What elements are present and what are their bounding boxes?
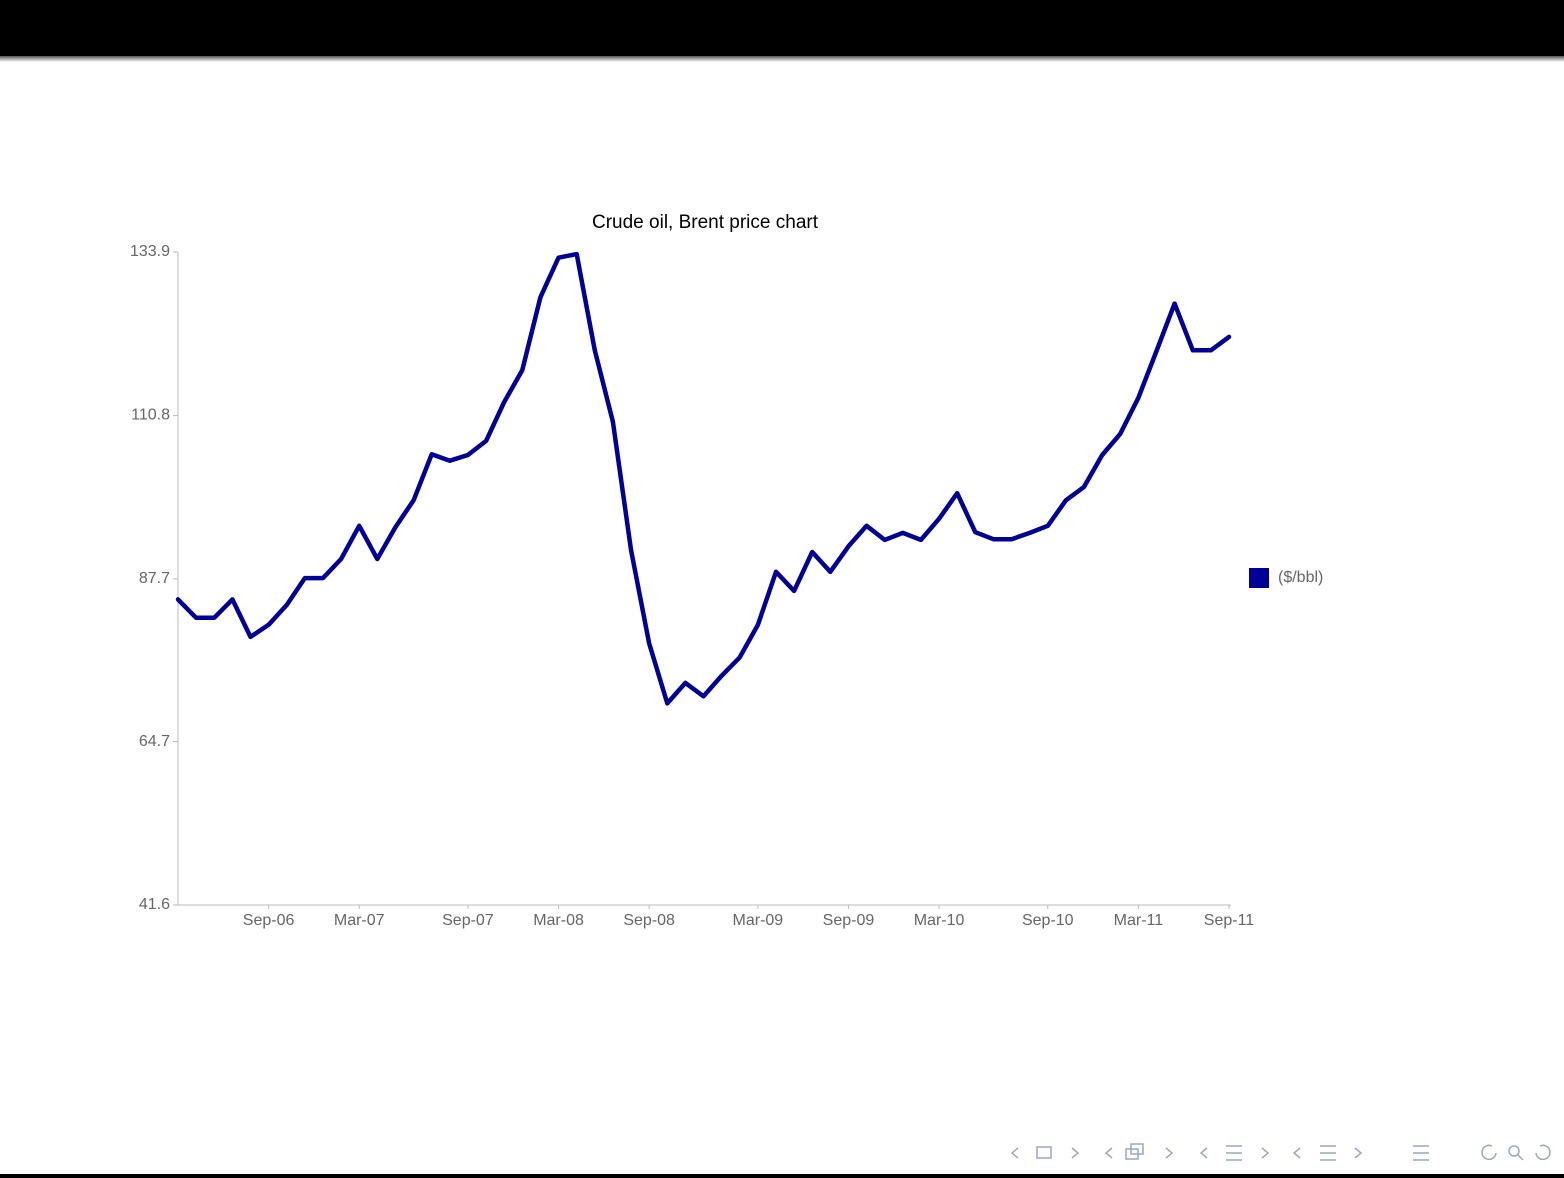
x-tick-label: Sep-08 [623,912,675,929]
nav-icons[interactable] [1010,1143,1551,1161]
x-tick-label: Sep-09 [823,912,875,929]
legend-swatch [1249,568,1269,588]
nav-doc[interactable] [1320,1145,1336,1161]
nav-prev[interactable] [1010,1147,1019,1159]
chart-title: Crude oil, Brent price chart [592,212,819,233]
y-tick-label: 41.6 [139,896,170,913]
nav-back[interactable] [1481,1144,1497,1161]
nav-search-handle[interactable] [1517,1154,1524,1161]
nav-next[interactable] [1071,1147,1080,1159]
nav-search[interactable] [1508,1145,1520,1157]
nav-prev-sec[interactable] [1199,1147,1208,1159]
nav-prev-sub[interactable] [1104,1147,1113,1159]
y-tick-label: 110.8 [131,407,170,424]
footer-bar [0,1174,1564,1178]
nav-next-sub[interactable] [1165,1147,1174,1159]
nav-forward[interactable] [1535,1144,1551,1161]
x-tick-label: Mar-10 [914,912,965,929]
y-tick-label: 87.7 [139,570,170,587]
x-tick-label: Sep-11 [1204,912,1255,929]
x-tick-label: Mar-09 [733,912,784,929]
nav-prev-doc[interactable] [1292,1147,1301,1159]
x-tick-label: Sep-06 [243,912,295,929]
nav-toc[interactable] [1413,1145,1429,1161]
legend-label: ($/bbl) [1278,569,1323,586]
line-series [175,251,1232,706]
nav-frame[interactable] [1036,1146,1052,1159]
x-tick-label: Sep-07 [442,912,494,929]
x-tick-label: Mar-07 [334,912,385,929]
nav-subsection-2[interactable] [1130,1143,1144,1155]
x-tick-label: Mar-11 [1114,912,1164,929]
x-tick-label: Sep-10 [1022,912,1074,929]
nav-next-sec[interactable] [1261,1147,1270,1159]
nav-next-doc[interactable] [1354,1147,1363,1159]
y-tick-label: 64.7 [139,733,170,750]
x-tick-label: Mar-08 [533,912,584,929]
header-shadow [0,56,1564,62]
y-tick-label: 133.9 [130,243,170,260]
nav-section[interactable] [1226,1145,1242,1161]
header-bar [0,0,1564,56]
